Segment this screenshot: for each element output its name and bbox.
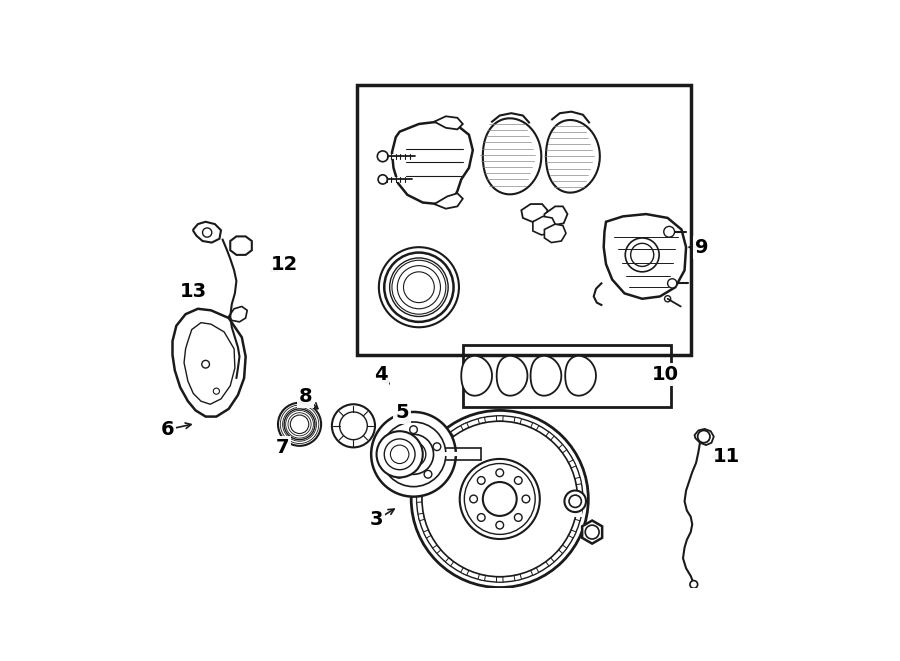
Polygon shape bbox=[559, 545, 567, 553]
Polygon shape bbox=[531, 568, 539, 575]
Circle shape bbox=[332, 405, 375, 447]
Circle shape bbox=[626, 238, 659, 272]
Polygon shape bbox=[173, 309, 246, 416]
Polygon shape bbox=[533, 216, 556, 235]
Text: 7: 7 bbox=[276, 438, 290, 457]
Polygon shape bbox=[514, 417, 521, 424]
Polygon shape bbox=[521, 204, 547, 222]
Polygon shape bbox=[514, 574, 521, 581]
Circle shape bbox=[379, 247, 459, 327]
Polygon shape bbox=[435, 116, 463, 130]
Polygon shape bbox=[433, 545, 441, 553]
Text: 1: 1 bbox=[585, 525, 599, 545]
Circle shape bbox=[496, 522, 504, 529]
Circle shape bbox=[664, 226, 674, 237]
Circle shape bbox=[371, 412, 456, 496]
Polygon shape bbox=[569, 530, 576, 538]
Polygon shape bbox=[392, 122, 472, 204]
Circle shape bbox=[395, 471, 403, 478]
Circle shape bbox=[284, 409, 315, 440]
Circle shape bbox=[698, 430, 710, 443]
Polygon shape bbox=[497, 356, 527, 396]
Circle shape bbox=[496, 469, 504, 477]
Polygon shape bbox=[582, 520, 602, 543]
Polygon shape bbox=[478, 574, 485, 581]
Polygon shape bbox=[531, 356, 562, 396]
Circle shape bbox=[515, 514, 522, 522]
Polygon shape bbox=[446, 558, 454, 566]
Circle shape bbox=[384, 253, 454, 322]
Circle shape bbox=[386, 443, 394, 451]
Circle shape bbox=[482, 482, 517, 516]
Circle shape bbox=[393, 434, 434, 475]
Polygon shape bbox=[546, 120, 599, 192]
Polygon shape bbox=[435, 193, 463, 209]
Text: 4: 4 bbox=[374, 365, 387, 384]
Polygon shape bbox=[423, 530, 431, 538]
Text: 13: 13 bbox=[180, 282, 207, 301]
Polygon shape bbox=[461, 422, 469, 430]
Circle shape bbox=[668, 279, 677, 288]
Bar bbox=[357, 85, 690, 355]
Circle shape bbox=[422, 421, 578, 577]
Polygon shape bbox=[578, 496, 583, 502]
Text: 12: 12 bbox=[271, 254, 298, 274]
Polygon shape bbox=[418, 513, 425, 521]
Circle shape bbox=[477, 477, 485, 485]
Polygon shape bbox=[545, 558, 554, 566]
Circle shape bbox=[515, 477, 522, 485]
Polygon shape bbox=[531, 422, 539, 430]
Polygon shape bbox=[446, 432, 454, 440]
Circle shape bbox=[522, 495, 530, 503]
Polygon shape bbox=[462, 356, 492, 396]
Circle shape bbox=[376, 431, 423, 477]
Polygon shape bbox=[575, 477, 581, 485]
Text: 2: 2 bbox=[566, 496, 580, 515]
Polygon shape bbox=[565, 356, 596, 396]
Circle shape bbox=[470, 495, 477, 503]
Text: 10: 10 bbox=[652, 365, 679, 384]
Polygon shape bbox=[604, 214, 686, 299]
Polygon shape bbox=[544, 206, 568, 225]
Circle shape bbox=[410, 426, 418, 434]
Polygon shape bbox=[545, 432, 554, 440]
Text: 6: 6 bbox=[160, 420, 174, 439]
Circle shape bbox=[664, 295, 670, 302]
Text: 5: 5 bbox=[395, 403, 409, 422]
Polygon shape bbox=[482, 118, 541, 194]
Circle shape bbox=[460, 459, 540, 539]
Polygon shape bbox=[497, 576, 503, 582]
Circle shape bbox=[278, 403, 321, 446]
Polygon shape bbox=[695, 429, 714, 445]
Circle shape bbox=[377, 151, 388, 162]
Polygon shape bbox=[433, 445, 441, 453]
Polygon shape bbox=[230, 237, 252, 255]
Text: 8: 8 bbox=[299, 387, 312, 406]
Polygon shape bbox=[497, 416, 503, 421]
Polygon shape bbox=[423, 460, 431, 468]
Circle shape bbox=[424, 471, 432, 478]
Polygon shape bbox=[569, 460, 576, 468]
Polygon shape bbox=[461, 568, 469, 575]
Text: 9: 9 bbox=[695, 238, 708, 256]
Text: 11: 11 bbox=[714, 447, 741, 466]
Polygon shape bbox=[575, 513, 581, 521]
Polygon shape bbox=[418, 477, 425, 485]
Polygon shape bbox=[194, 222, 221, 243]
Bar bbox=[463, 345, 670, 407]
Circle shape bbox=[378, 175, 387, 184]
Polygon shape bbox=[184, 323, 235, 405]
Circle shape bbox=[690, 580, 698, 588]
Text: 3: 3 bbox=[370, 510, 383, 529]
Polygon shape bbox=[229, 307, 248, 322]
Polygon shape bbox=[478, 417, 485, 424]
Circle shape bbox=[477, 514, 485, 522]
Circle shape bbox=[433, 443, 441, 451]
Polygon shape bbox=[417, 496, 422, 502]
Polygon shape bbox=[559, 445, 567, 453]
Polygon shape bbox=[544, 224, 566, 243]
Circle shape bbox=[564, 490, 586, 512]
